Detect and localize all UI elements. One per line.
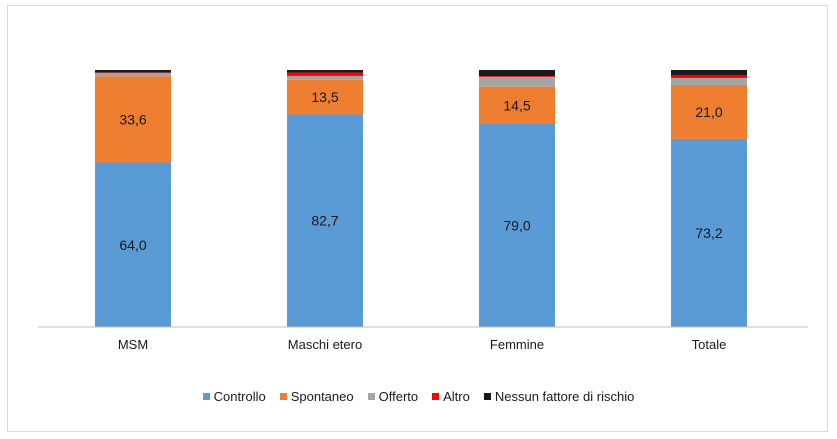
labels-group: 64,0 33,6 MSM 82,7 13,5 Maschi etero 79,0 14,5 F…: [118, 89, 727, 352]
bar-segment: [95, 162, 171, 327]
data-label: 21,0: [695, 104, 722, 120]
legend-label: Altro: [443, 389, 470, 404]
bar-segment: [671, 70, 747, 76]
bars-group: [95, 70, 747, 327]
legend-item: Altro: [432, 389, 470, 404]
bar-segment: [479, 123, 555, 327]
bar-segment: [287, 75, 363, 80]
bar-segment: [479, 70, 555, 77]
bar-segment: [671, 77, 747, 85]
bar-segment: [287, 79, 363, 115]
legend-label: Nessun fattore di rischio: [494, 389, 635, 404]
category-label: Maschi etero: [288, 337, 362, 352]
data-label: 13,5: [311, 89, 338, 105]
legend-label: Spontaneo: [290, 389, 354, 404]
bar-segment: [287, 114, 363, 327]
category-label: MSM: [118, 337, 148, 352]
bar-segment: [479, 86, 555, 124]
legend-item: Controllo: [202, 389, 266, 404]
bar-segment: [95, 70, 171, 73]
bar-segment: [479, 76, 555, 77]
legend-label: Controllo: [213, 389, 266, 404]
data-label: 64,0: [119, 237, 146, 253]
legend-item: Nessun fattore di rischio: [483, 389, 635, 404]
legend-swatch: [202, 393, 210, 400]
bar-segment: [95, 76, 171, 163]
bar-segment: [479, 76, 555, 87]
bar-segment: [671, 75, 747, 78]
legend: Controllo Spontaneo Offerto Altro Nessun fat…: [0, 389, 837, 404]
legend-label: Offerto: [378, 389, 419, 404]
bar-segment: [95, 72, 171, 77]
bar-segment: [287, 72, 363, 76]
data-label: 79,0: [503, 217, 530, 233]
legend-swatch: [279, 393, 287, 400]
legend-item: Spontaneo: [279, 389, 354, 404]
bar-segment: [287, 70, 363, 73]
data-label: 14,5: [503, 97, 530, 113]
data-label: 73,2: [695, 225, 722, 241]
category-label: Femmine: [490, 337, 544, 352]
bar-segment: [671, 84, 747, 139]
legend-swatch: [367, 393, 375, 400]
data-label: 33,6: [119, 111, 146, 127]
bar-segment: [671, 138, 747, 327]
legend-swatch: [432, 393, 440, 400]
legend-item: Offerto: [367, 389, 419, 404]
legend-swatch: [483, 393, 491, 400]
data-label: 82,7: [311, 213, 338, 229]
category-label: Totale: [692, 337, 727, 352]
